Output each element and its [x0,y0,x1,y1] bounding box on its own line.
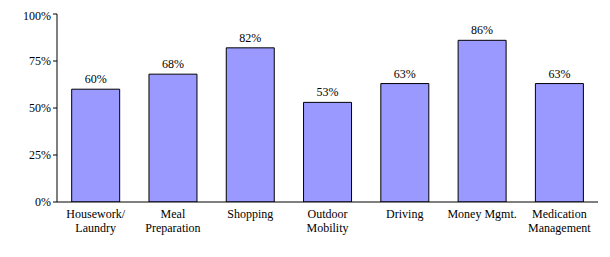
svg-text:Medication: Medication [532,207,587,221]
svg-text:63%: 63% [548,67,570,81]
svg-text:0%: 0% [35,195,51,209]
svg-text:Mobility: Mobility [306,221,348,235]
svg-text:Shopping: Shopping [227,207,273,221]
svg-text:75%: 75% [29,54,51,68]
svg-text:68%: 68% [162,57,184,71]
svg-text:Housework/: Housework/ [66,207,125,221]
svg-text:53%: 53% [317,85,339,99]
svg-text:Meal: Meal [161,207,186,221]
svg-text:25%: 25% [29,148,51,162]
svg-text:Preparation: Preparation [145,221,200,235]
svg-text:86%: 86% [471,23,493,37]
svg-text:Money Mgmt.: Money Mgmt. [447,207,516,221]
svg-text:Driving: Driving [386,207,423,221]
svg-text:100%: 100% [23,9,51,23]
svg-text:60%: 60% [85,72,107,86]
svg-text:82%: 82% [239,31,261,45]
svg-text:Laundry: Laundry [75,221,116,235]
svg-text:50%: 50% [29,101,51,115]
svg-text:Outdoor: Outdoor [308,207,348,221]
svg-text:63%: 63% [394,67,416,81]
svg-text:Management: Management [528,221,591,235]
